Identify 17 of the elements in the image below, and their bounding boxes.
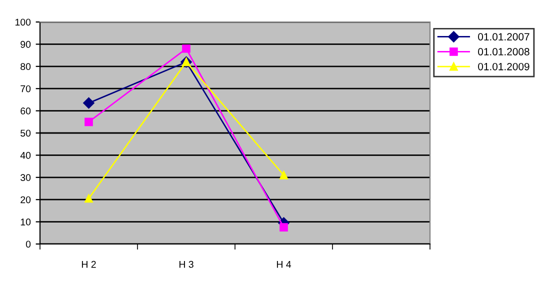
y-tick-label: 0 <box>26 240 31 248</box>
y-tick-label: 30 <box>20 174 31 182</box>
y-tick-label: 100 <box>15 18 31 26</box>
legend-label: 01.01.2009 <box>478 62 530 70</box>
x-tick-label: H 4 <box>276 261 292 268</box>
y-tick-label: 90 <box>20 40 31 48</box>
x-tick-label: H 2 <box>82 260 96 268</box>
y-tick-label: 10 <box>20 218 31 226</box>
legend-label: 01.01.2008 <box>478 48 530 56</box>
y-tick-label: 20 <box>20 196 31 204</box>
x-tick-label: H 3 <box>179 260 194 268</box>
y-tick-label: 80 <box>20 63 31 70</box>
y-tick-label: 40 <box>20 152 31 159</box>
legend-label: 01.01.2007 <box>478 33 530 40</box>
y-tick-label: 50 <box>20 130 31 137</box>
y-tick-label: 60 <box>20 108 31 114</box>
y-tick-label: 70 <box>20 85 31 92</box>
